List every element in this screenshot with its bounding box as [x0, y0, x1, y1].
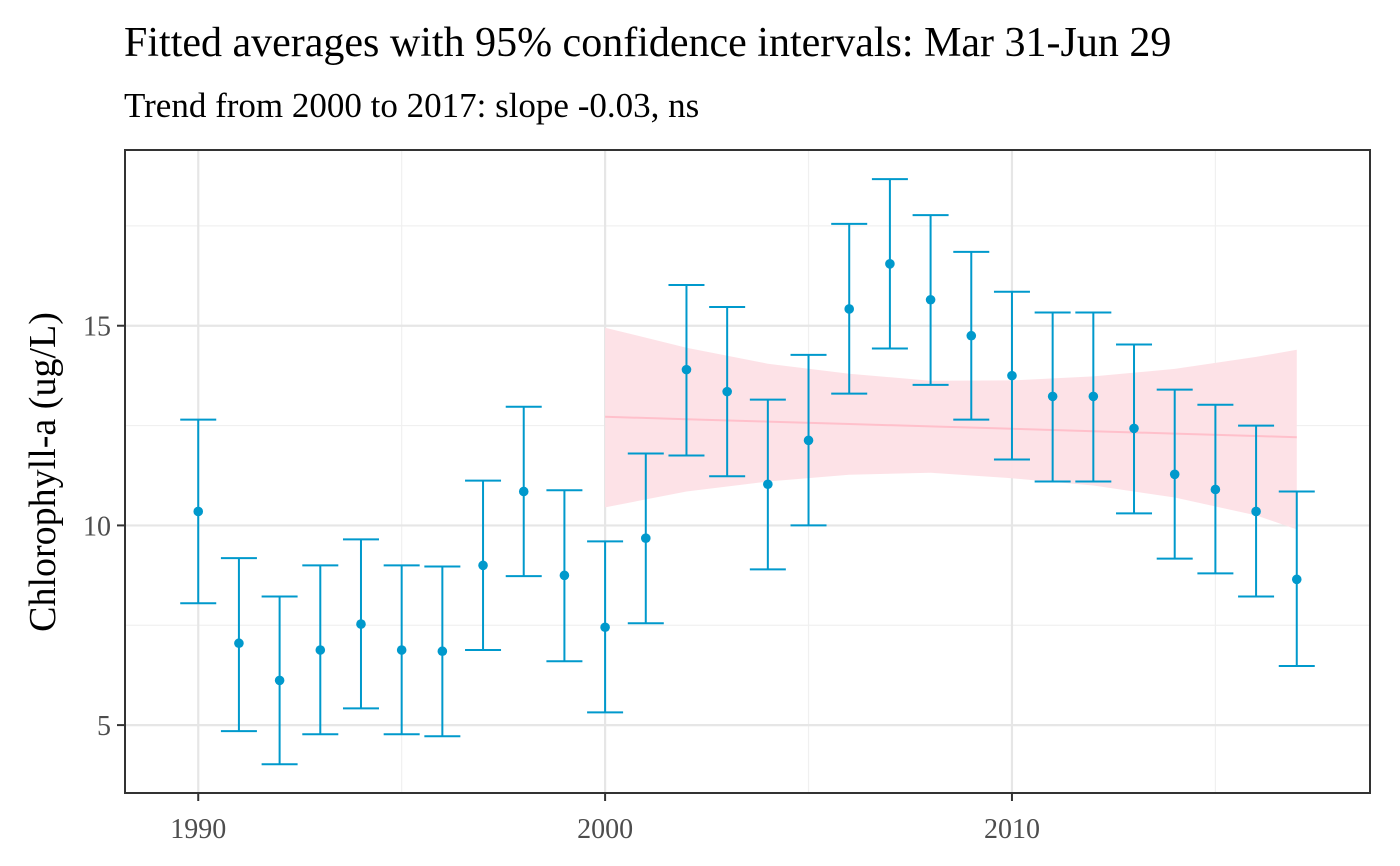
- data-point-1994: [342, 538, 379, 710]
- point-marker: [559, 570, 570, 581]
- point-marker: [437, 646, 448, 657]
- data-point-2011: [1034, 311, 1071, 483]
- data-point-2013: [1116, 343, 1153, 515]
- point-marker: [315, 645, 326, 655]
- data-point-2016: [1238, 424, 1275, 598]
- data-point-1997: [465, 479, 502, 652]
- y-tick-label: 5: [97, 711, 111, 742]
- data-point-2001: [627, 452, 664, 625]
- point-marker: [1129, 423, 1139, 434]
- chart-subtitle: Trend from 2000 to 2017: slope -0.03, ns: [124, 86, 699, 125]
- y-axis-label: Chlorophyll-a (ug/L): [22, 312, 64, 632]
- point-marker: [722, 386, 732, 397]
- data-point-1996: [424, 565, 461, 738]
- point-marker: [1047, 391, 1058, 402]
- point-marker: [885, 259, 895, 269]
- point-marker: [193, 506, 204, 517]
- point-marker: [1088, 391, 1099, 402]
- point-marker: [478, 560, 488, 571]
- point-marker: [1291, 574, 1302, 585]
- y-tick-label: 10: [83, 511, 111, 542]
- data-point-2005: [790, 353, 827, 527]
- data-point-2017: [1278, 490, 1315, 667]
- data-point-1998: [505, 405, 542, 578]
- data-point-2002: [668, 283, 705, 457]
- trend-confidence-band: [605, 327, 1297, 530]
- x-tick-label: 2000: [577, 814, 633, 845]
- data-point-2004: [749, 398, 786, 571]
- data-point-2014: [1156, 388, 1193, 560]
- plot-border: [124, 149, 1371, 794]
- data-point-1993: [302, 564, 339, 736]
- point-marker: [1007, 370, 1017, 381]
- y-tick-label: 15: [83, 312, 111, 343]
- point-marker: [966, 330, 977, 341]
- data-point-2009: [953, 250, 990, 421]
- data-point-2006: [831, 222, 868, 395]
- point-marker: [234, 638, 244, 649]
- point-marker: [925, 294, 936, 305]
- chart-title: Fitted averages with 95% confidence inte…: [124, 20, 1171, 66]
- point-marker: [681, 364, 692, 375]
- data-point-1990: [180, 418, 217, 605]
- point-marker: [640, 533, 651, 543]
- point-marker: [274, 675, 285, 686]
- axis-layer: 1990 2000 2010 5 10 15: [83, 312, 1040, 845]
- data-point-2012: [1075, 311, 1112, 483]
- point-marker: [1251, 506, 1261, 517]
- x-tick-label: 2010: [984, 814, 1040, 845]
- data-point-1999: [546, 489, 583, 663]
- data-point-2010: [993, 290, 1030, 461]
- data-point-2008: [912, 214, 949, 386]
- data-point-2003: [709, 305, 746, 478]
- x-tick-label: 1990: [170, 814, 226, 845]
- point-marker: [356, 619, 366, 629]
- point-marker: [518, 486, 529, 497]
- point-marker: [763, 479, 773, 490]
- data-point-1992: [261, 595, 298, 766]
- points-layer: [180, 178, 1315, 766]
- point-marker: [844, 304, 855, 314]
- data-point-2000: [587, 540, 624, 714]
- data-point-2015: [1197, 403, 1234, 575]
- point-marker: [1210, 484, 1221, 495]
- point-marker: [1169, 469, 1180, 480]
- grid-major: [125, 150, 1370, 793]
- data-point-1995: [383, 564, 420, 736]
- data-point-1991: [220, 557, 257, 733]
- point-marker: [600, 622, 610, 633]
- point-marker: [396, 645, 407, 655]
- data-point-2007: [871, 178, 908, 350]
- point-marker: [803, 435, 814, 446]
